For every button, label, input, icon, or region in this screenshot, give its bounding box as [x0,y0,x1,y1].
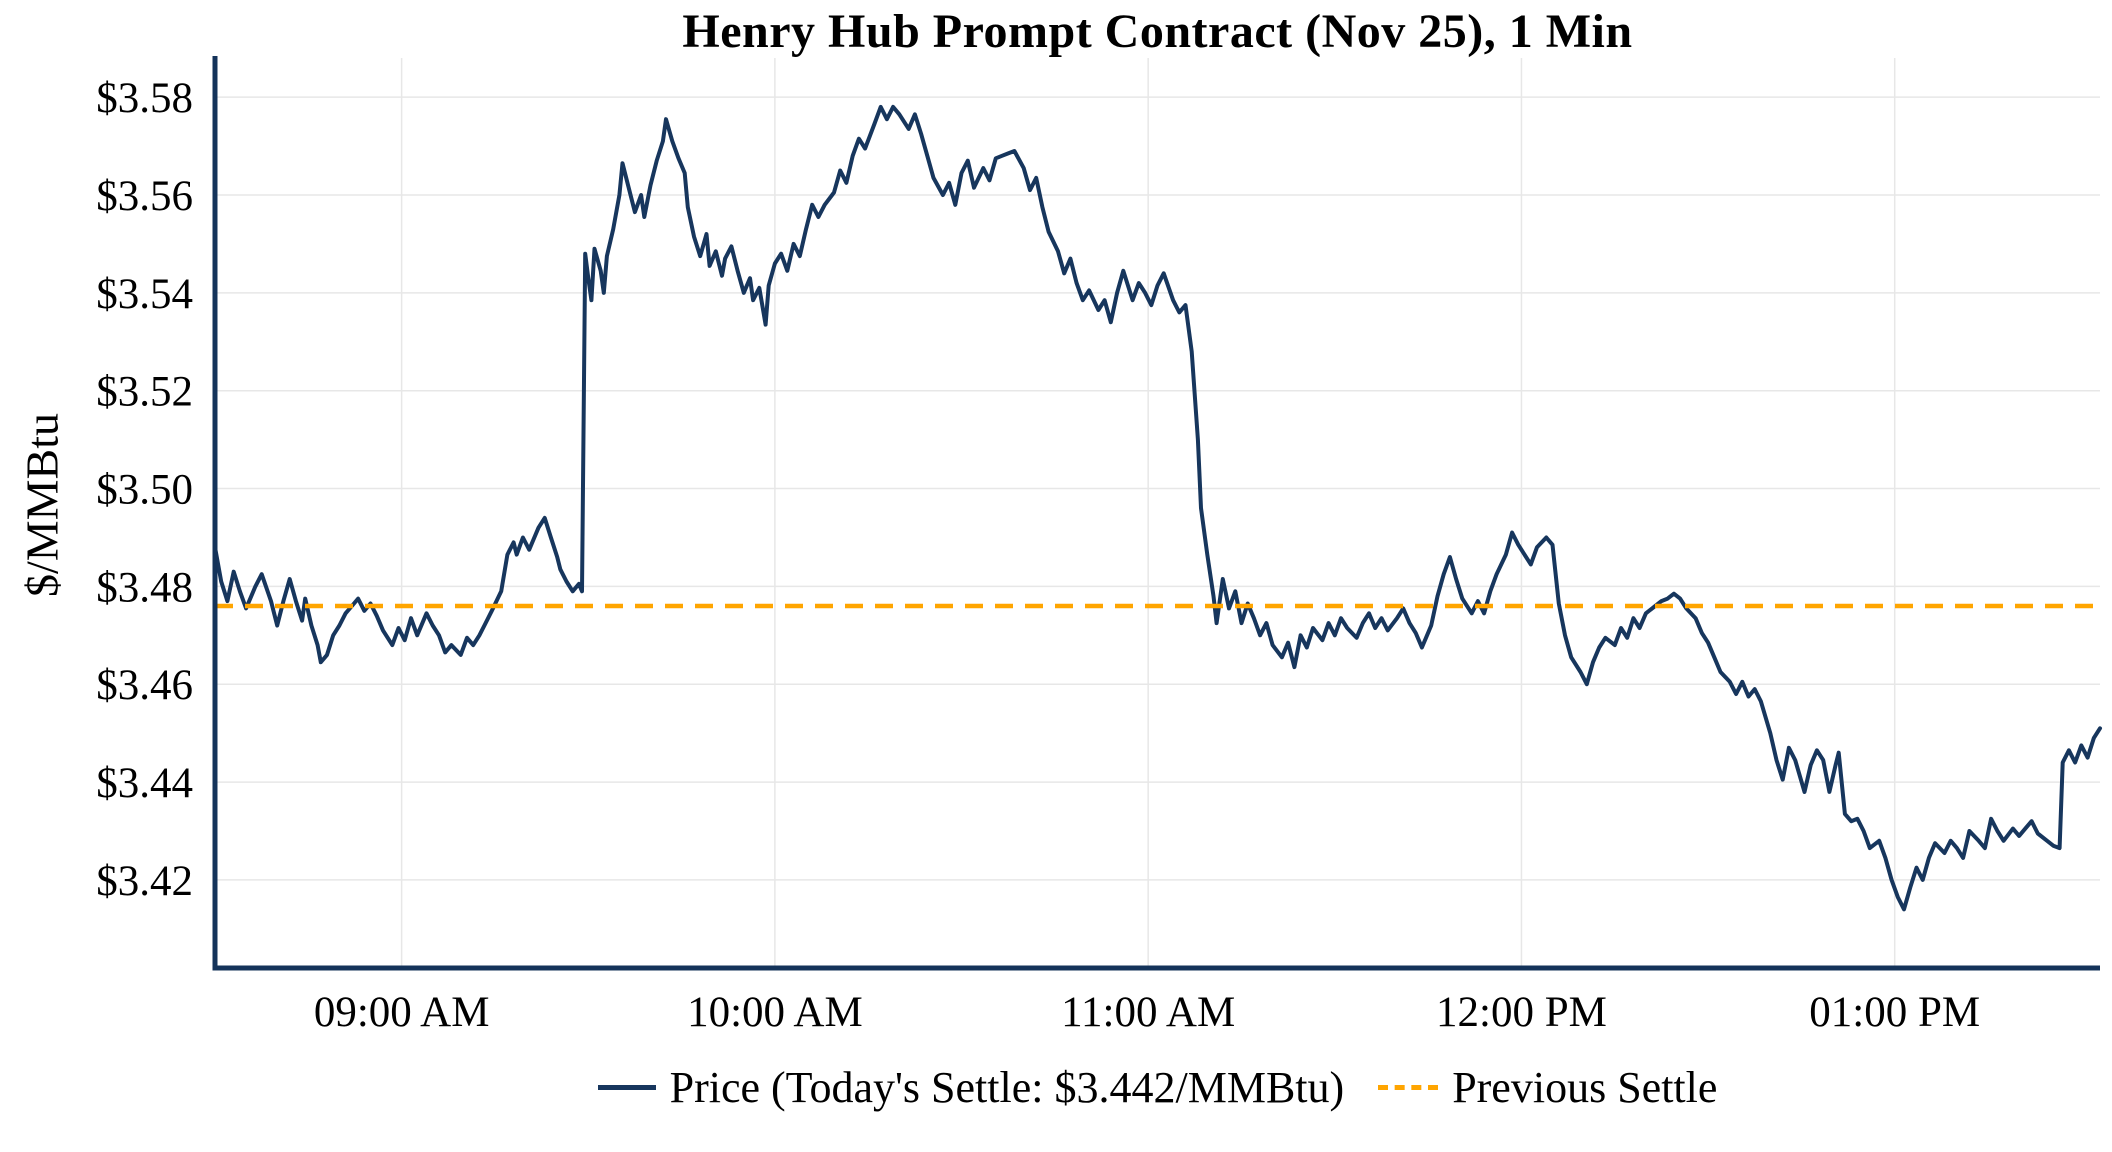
price-line-swatch [597,1085,656,1090]
x-tick-label: 12:00 PM [1436,989,1607,1036]
y-tick-label: $3.56 [96,173,193,220]
previous-settle-dash-swatch [1378,1085,1439,1090]
x-tick-label: 11:00 AM [1061,989,1235,1036]
y-tick-label: $3.42 [96,858,193,905]
y-tick-label: $3.50 [96,467,193,514]
y-tick-label: $3.52 [96,369,193,416]
y-tick-label: $3.48 [96,564,193,611]
chart-title: Henry Hub Prompt Contract (Nov 25), 1 Mi… [682,5,1633,58]
legend: Price (Today's Settle: $3.442/MMBtu) Pre… [215,1062,2100,1113]
x-tick-label: 01:00 PM [1809,989,1980,1036]
legend-previous-settle-entry: Previous Settle [1378,1062,1717,1113]
y-tick-label: $3.58 [96,75,193,122]
y-tick-label: $3.46 [96,662,193,709]
y-tick-label: $3.44 [96,760,193,807]
x-tick-label: 10:00 AM [687,989,863,1036]
legend-previous-settle-label: Previous Settle [1452,1063,1718,1112]
legend-price-label: Price (Today's Settle: $3.442/MMBtu) [669,1063,1345,1112]
y-tick-label: $3.54 [96,271,193,318]
legend-price-entry: Price (Today's Settle: $3.442/MMBtu) [597,1062,1345,1113]
price-series-line [213,104,2102,912]
x-tick-label: 09:00 AM [314,989,490,1036]
